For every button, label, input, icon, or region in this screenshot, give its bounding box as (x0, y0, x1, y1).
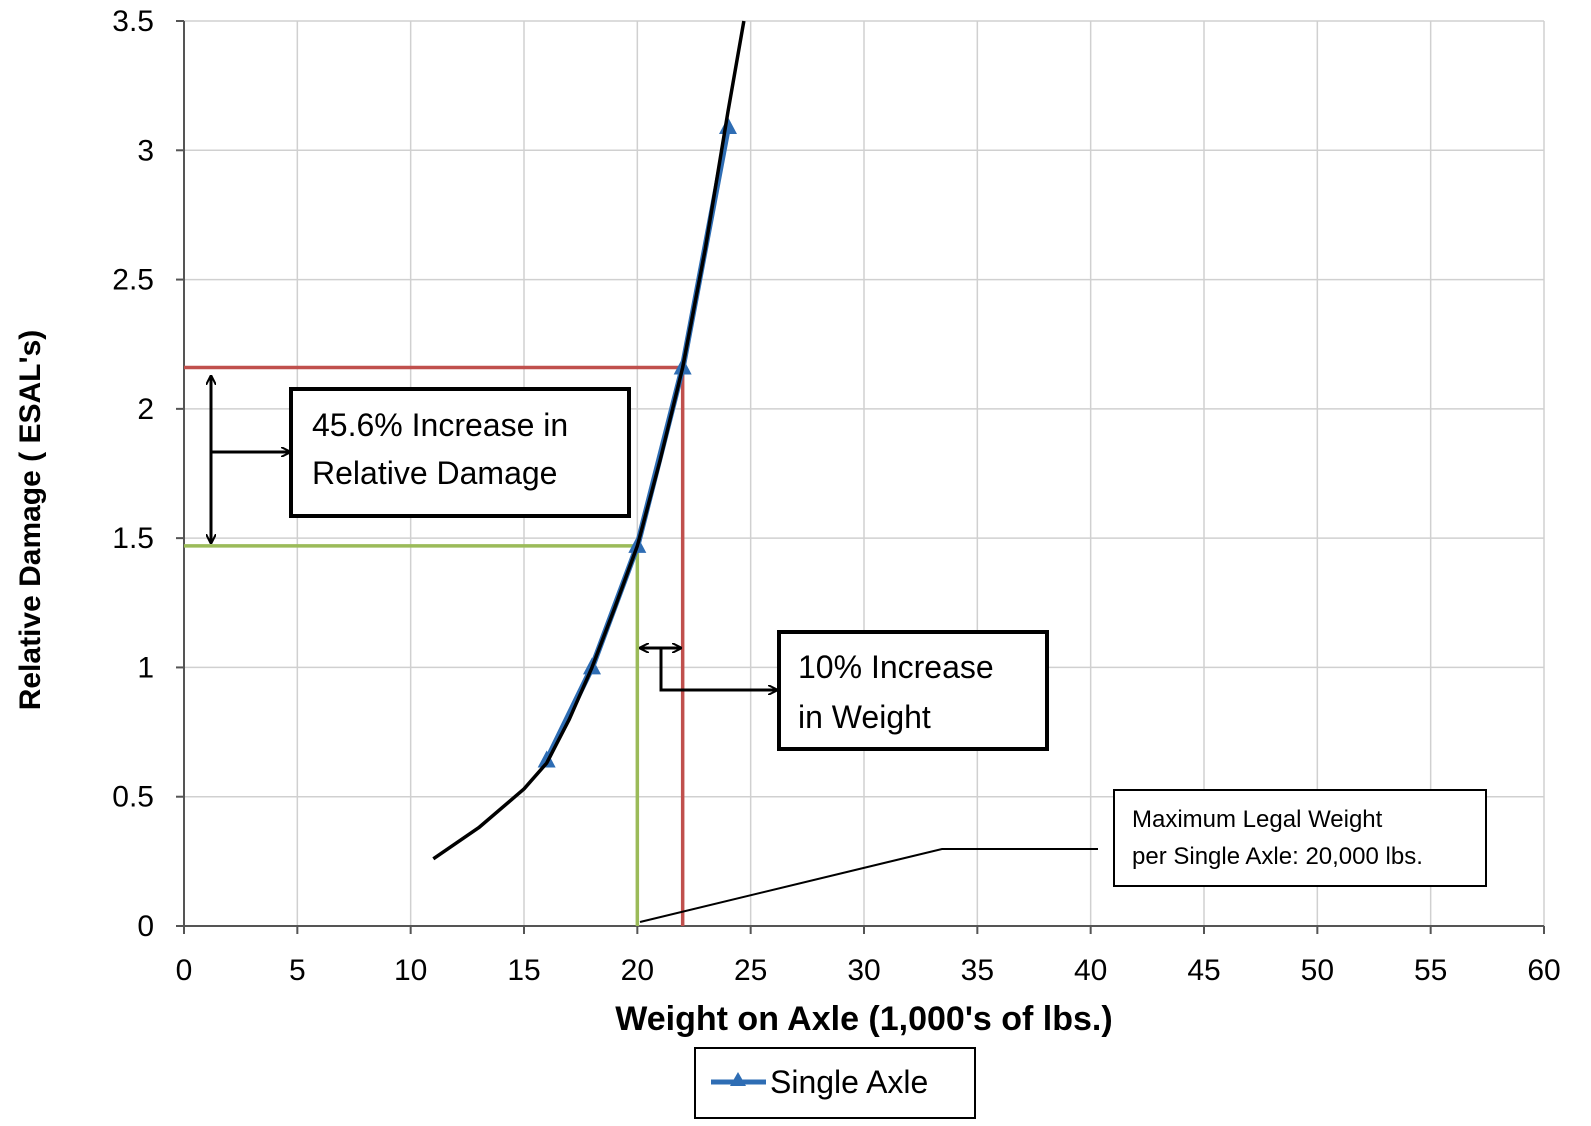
y-tick-label: 0 (137, 910, 154, 943)
y-tick-label: 3.5 (112, 5, 154, 38)
y-tick-label: 1.5 (112, 522, 154, 555)
x-tick-label: 15 (507, 954, 540, 987)
legend-label: Single Axle (770, 1064, 928, 1100)
damage-callout-box (289, 387, 631, 518)
x-tick-label: 0 (176, 954, 193, 987)
x-tick-label: 5 (289, 954, 306, 987)
x-tick-label: 50 (1301, 954, 1334, 987)
y-tick-label: 3 (137, 134, 154, 167)
x-tick-label: 10 (394, 954, 427, 987)
trendline (432, 20, 746, 861)
x-tick-label: 30 (847, 954, 880, 987)
x-tick-label: 60 (1527, 954, 1560, 987)
legal-weight-line2: per Single Axle: 20,000 lbs. (1132, 843, 1423, 870)
weight-callout-line1: 10% Increase (798, 649, 994, 685)
axes (176, 20, 1545, 934)
x-tick-label: 55 (1414, 954, 1447, 987)
tick-labels: 0 5 10 15 20 25 30 35 40 45 50 55 60 0 0.5 1 1.5 2 2.5 3 3.5 (112, 5, 1560, 987)
x-tick-label: 20 (621, 954, 654, 987)
grid (183, 20, 1545, 927)
x-tick-label: 35 (961, 954, 994, 987)
x-tick-label: 45 (1187, 954, 1220, 987)
x-tick-label: 25 (734, 954, 767, 987)
legal-weight-line1: Maximum Legal Weight (1132, 806, 1383, 833)
damage-callout-line2: Relative Damage (312, 455, 557, 491)
y-tick-label: 0.5 (112, 781, 154, 814)
legend-triangle-marker (730, 1072, 746, 1086)
legal-weight-callout-box (1113, 789, 1487, 887)
x-axis-label: Weight on Axle (1,000's of lbs.) (615, 1000, 1112, 1038)
y-tick-label: 1 (137, 651, 154, 684)
y-axis-label: Relative Damage ( ESAL's) (14, 330, 47, 711)
legal-weight-leader-line (639, 848, 1098, 923)
trendline-path (432, 20, 746, 861)
data-point-marker (537, 750, 556, 768)
x-tick-label: 40 (1074, 954, 1107, 987)
weight-callout-line2: in Weight (798, 699, 931, 735)
damage-callout-line1: 45.6% Increase in (312, 407, 568, 443)
y-tick-label: 2 (137, 393, 154, 426)
weight-pointer-arrow (659, 648, 777, 690)
weight-callout-box (777, 630, 1049, 751)
y-tick-label: 2.5 (112, 264, 154, 297)
